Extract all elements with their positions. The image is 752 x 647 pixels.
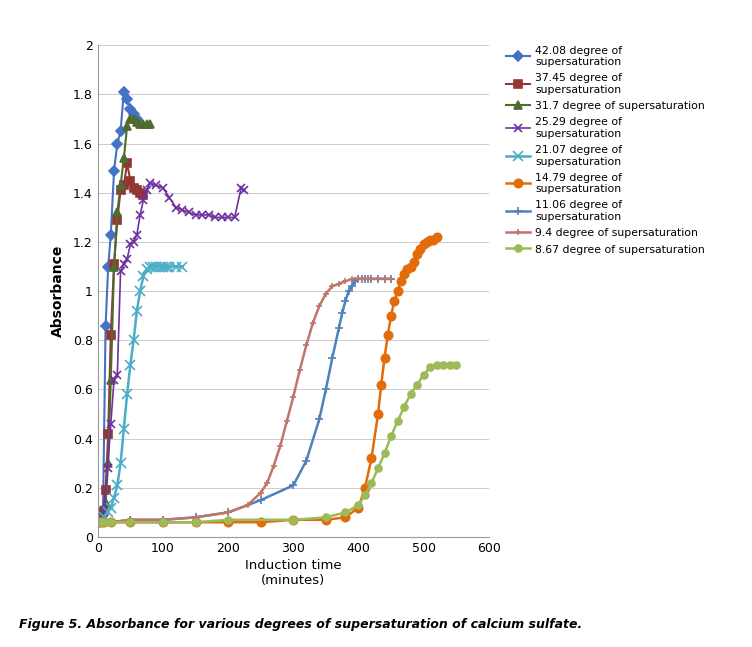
Text: Figure 5. Absorbance for various degrees of supersaturation of calcium sulfate.: Figure 5. Absorbance for various degrees… [19,618,583,631]
X-axis label: Induction time
(minutes): Induction time (minutes) [245,559,341,587]
Legend: 42.08 degree of
supersaturation, 37.45 degree of
supersaturation, 31.7 degree of: 42.08 degree of supersaturation, 37.45 d… [506,46,705,255]
Y-axis label: Absorbance: Absorbance [50,245,65,337]
